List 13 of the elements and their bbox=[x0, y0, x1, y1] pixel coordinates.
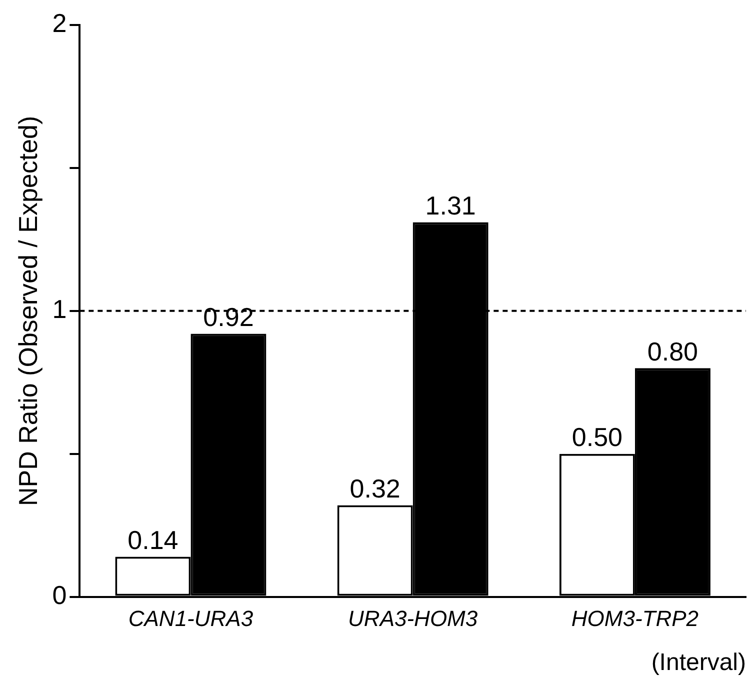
y-tick-label: 0 bbox=[52, 580, 67, 610]
x-axis-title: (Interval) bbox=[651, 649, 746, 676]
data-label: 0.80 bbox=[647, 336, 698, 366]
y-tick-label: 1 bbox=[52, 294, 67, 324]
data-label: 0.32 bbox=[350, 473, 400, 504]
x-tick-label: URA3-HOM3 bbox=[348, 606, 478, 632]
data-label: 1.31 bbox=[425, 190, 476, 220]
data-label: 0.50 bbox=[572, 422, 622, 452]
x-tick-label: CAN1-URA3 bbox=[128, 606, 254, 632]
data-label: 0.14 bbox=[128, 524, 178, 555]
y-axis-title: NPD Ratio (Observed / Expected) bbox=[12, 116, 43, 506]
y-tick-label: 2 bbox=[52, 8, 67, 38]
x-tick-label: HOM3-TRP2 bbox=[571, 606, 699, 632]
